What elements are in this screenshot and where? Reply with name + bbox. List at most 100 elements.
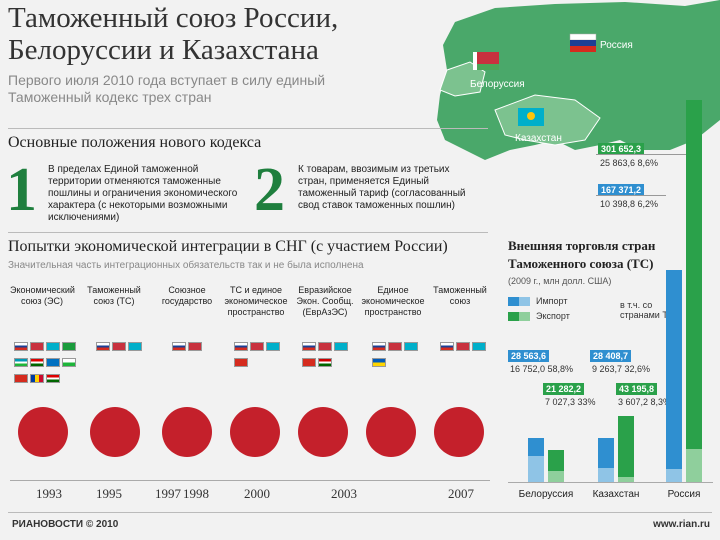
stage-map-circle-icon (90, 407, 140, 457)
flag-icon (172, 342, 186, 351)
russia-import-ts-bar (666, 469, 682, 482)
stage-map-circle-icon (434, 407, 484, 457)
flag-icon (302, 342, 316, 351)
year-label: 1995 (96, 486, 122, 501)
export-legend-swatch (508, 312, 530, 321)
flag-icon (62, 358, 76, 367)
year-label: 1993 (36, 486, 62, 501)
belarus-import-value: 28 563,6 (508, 350, 550, 362)
flag-icon (372, 342, 386, 351)
trade-units: (2009 г., млн долл. США) (508, 276, 612, 286)
russia-flag-icon (569, 33, 597, 52)
kazakhstan-import-value: 28 408,7 (590, 350, 632, 362)
stage-name-3: Союзное государство (161, 285, 213, 306)
kazakhstan-export-ts-bar (618, 477, 634, 482)
stage-name-7: Таможенный союз (433, 285, 487, 306)
flag-icon (250, 342, 264, 351)
footer-website-link[interactable]: www.rian.ru (653, 519, 710, 530)
flag-icon (318, 358, 332, 367)
stage-name-5: Евразийское Экон. Сообщ. (ЕврАзЭС) (296, 285, 354, 317)
integration-heading: Попытки экономической интеграции в СНГ (… (8, 238, 448, 255)
integration-note: Значительная часть интеграционных обязат… (8, 260, 364, 271)
import-legend-swatch (508, 297, 530, 306)
leader-line (596, 154, 686, 155)
provision-number-1: 1 (6, 156, 37, 224)
page-subtitle: Первого июля 2010 года вступает в силу е… (8, 72, 326, 105)
stage-map-circle-icon (366, 407, 416, 457)
flag-icon (334, 342, 348, 351)
page-title-line-2: Белоруссии и Казахстана (8, 34, 319, 66)
flag-icon (440, 342, 454, 351)
map-region (437, 0, 720, 160)
divider (8, 232, 488, 233)
flag-icon (404, 342, 418, 351)
year-label: 1998 (183, 486, 209, 501)
divider (8, 128, 488, 129)
leader-line (596, 195, 666, 196)
flag-icon (46, 374, 60, 383)
within-ts-legend-label: в т.ч. со странами ТС (620, 300, 675, 320)
year-label: 2003 (331, 486, 357, 501)
flag-icon (112, 342, 126, 351)
kazakhstan-export-value: 43 195,8 (616, 383, 658, 395)
russia-export-bar (686, 100, 702, 482)
stage-name-2: Таможенный союз (ТС) (87, 285, 141, 306)
flag-icon (62, 342, 76, 351)
flag-icon (128, 342, 142, 351)
flag-icon (472, 342, 486, 351)
flag-icon (14, 374, 28, 383)
flag-icon (266, 342, 280, 351)
flag-icon (372, 358, 386, 367)
flag-icon (234, 342, 248, 351)
russia-export-value: 301 652,3 (598, 143, 645, 155)
kazakhstan-flag-icon (518, 108, 544, 126)
flag-icon (46, 342, 60, 351)
page-title-line-1: Таможенный союз России, (8, 2, 339, 34)
flag-icon (46, 358, 60, 367)
trade-axis (508, 482, 713, 483)
kazakhstan-export-ts-value: 3 607,2 8,3% (618, 397, 672, 407)
russia-export-ts-value: 25 863,6 8,6% (600, 158, 659, 168)
map-label-belarus: Белоруссия (470, 79, 525, 90)
kazakhstan-import-ts-value: 9 263,7 32,6% (592, 364, 651, 374)
russia-export-ts-bar (686, 449, 702, 482)
country-label-russia: Россия (667, 489, 701, 500)
year-label: 1997 (155, 486, 181, 501)
import-legend-label: Импорт (536, 296, 568, 306)
year-label: 2007 (448, 486, 474, 501)
provision-text-1: В пределах Единой таможенной территории … (48, 164, 238, 223)
russia-import-value: 167 371,2 (598, 184, 645, 196)
footer-copyright: РИАНОВОСТИ © 2010 (12, 519, 119, 530)
provisions-heading: Основные положения нового кодекса (8, 134, 262, 151)
provision-text-2: К товарам, ввозимым из третьих стран, пр… (298, 164, 466, 211)
map-label-russia: Россия (600, 40, 633, 51)
footer-divider (8, 512, 712, 513)
flag-icon (14, 342, 28, 351)
export-legend-label: Экспорт (536, 311, 570, 321)
trade-heading-line-1: Внешняя торговля стран (508, 238, 656, 253)
stage-name-6: Единое экономическое пространство (361, 285, 425, 317)
belarus-import-ts-value: 16 752,0 58,8% (510, 364, 574, 374)
flag-icon (388, 342, 402, 351)
flag-icon (318, 342, 332, 351)
stage-name-4: ТС и единое экономическое пространство (224, 285, 288, 317)
stage-map-circle-icon (298, 407, 348, 457)
belarus-export-ts-value: 7 027,3 33% (545, 397, 596, 407)
kazakhstan-land-shape (494, 94, 601, 146)
map-label-kazakhstan: Казахстан (515, 133, 562, 144)
belarus-export-ts-bar (548, 471, 564, 482)
russia-import-ts-value: 10 398,8 6,2% (600, 199, 659, 209)
flag-icon (456, 342, 470, 351)
stage-map-circle-icon (18, 407, 68, 457)
flag-icon (96, 342, 110, 351)
country-label-kazakhstan: Казахстан (592, 489, 640, 500)
provision-number-2: 2 (254, 156, 285, 224)
trade-heading-line-2: Таможенного союза (ТС) (508, 256, 654, 271)
flag-icon (30, 358, 44, 367)
kazakhstan-export-bar (618, 416, 634, 482)
flag-icon (302, 358, 316, 367)
stage-map-circle-icon (230, 407, 280, 457)
flag-icon (30, 342, 44, 351)
kazakhstan-import-ts-bar (598, 468, 614, 482)
belarus-export-value: 21 282,2 (543, 383, 585, 395)
